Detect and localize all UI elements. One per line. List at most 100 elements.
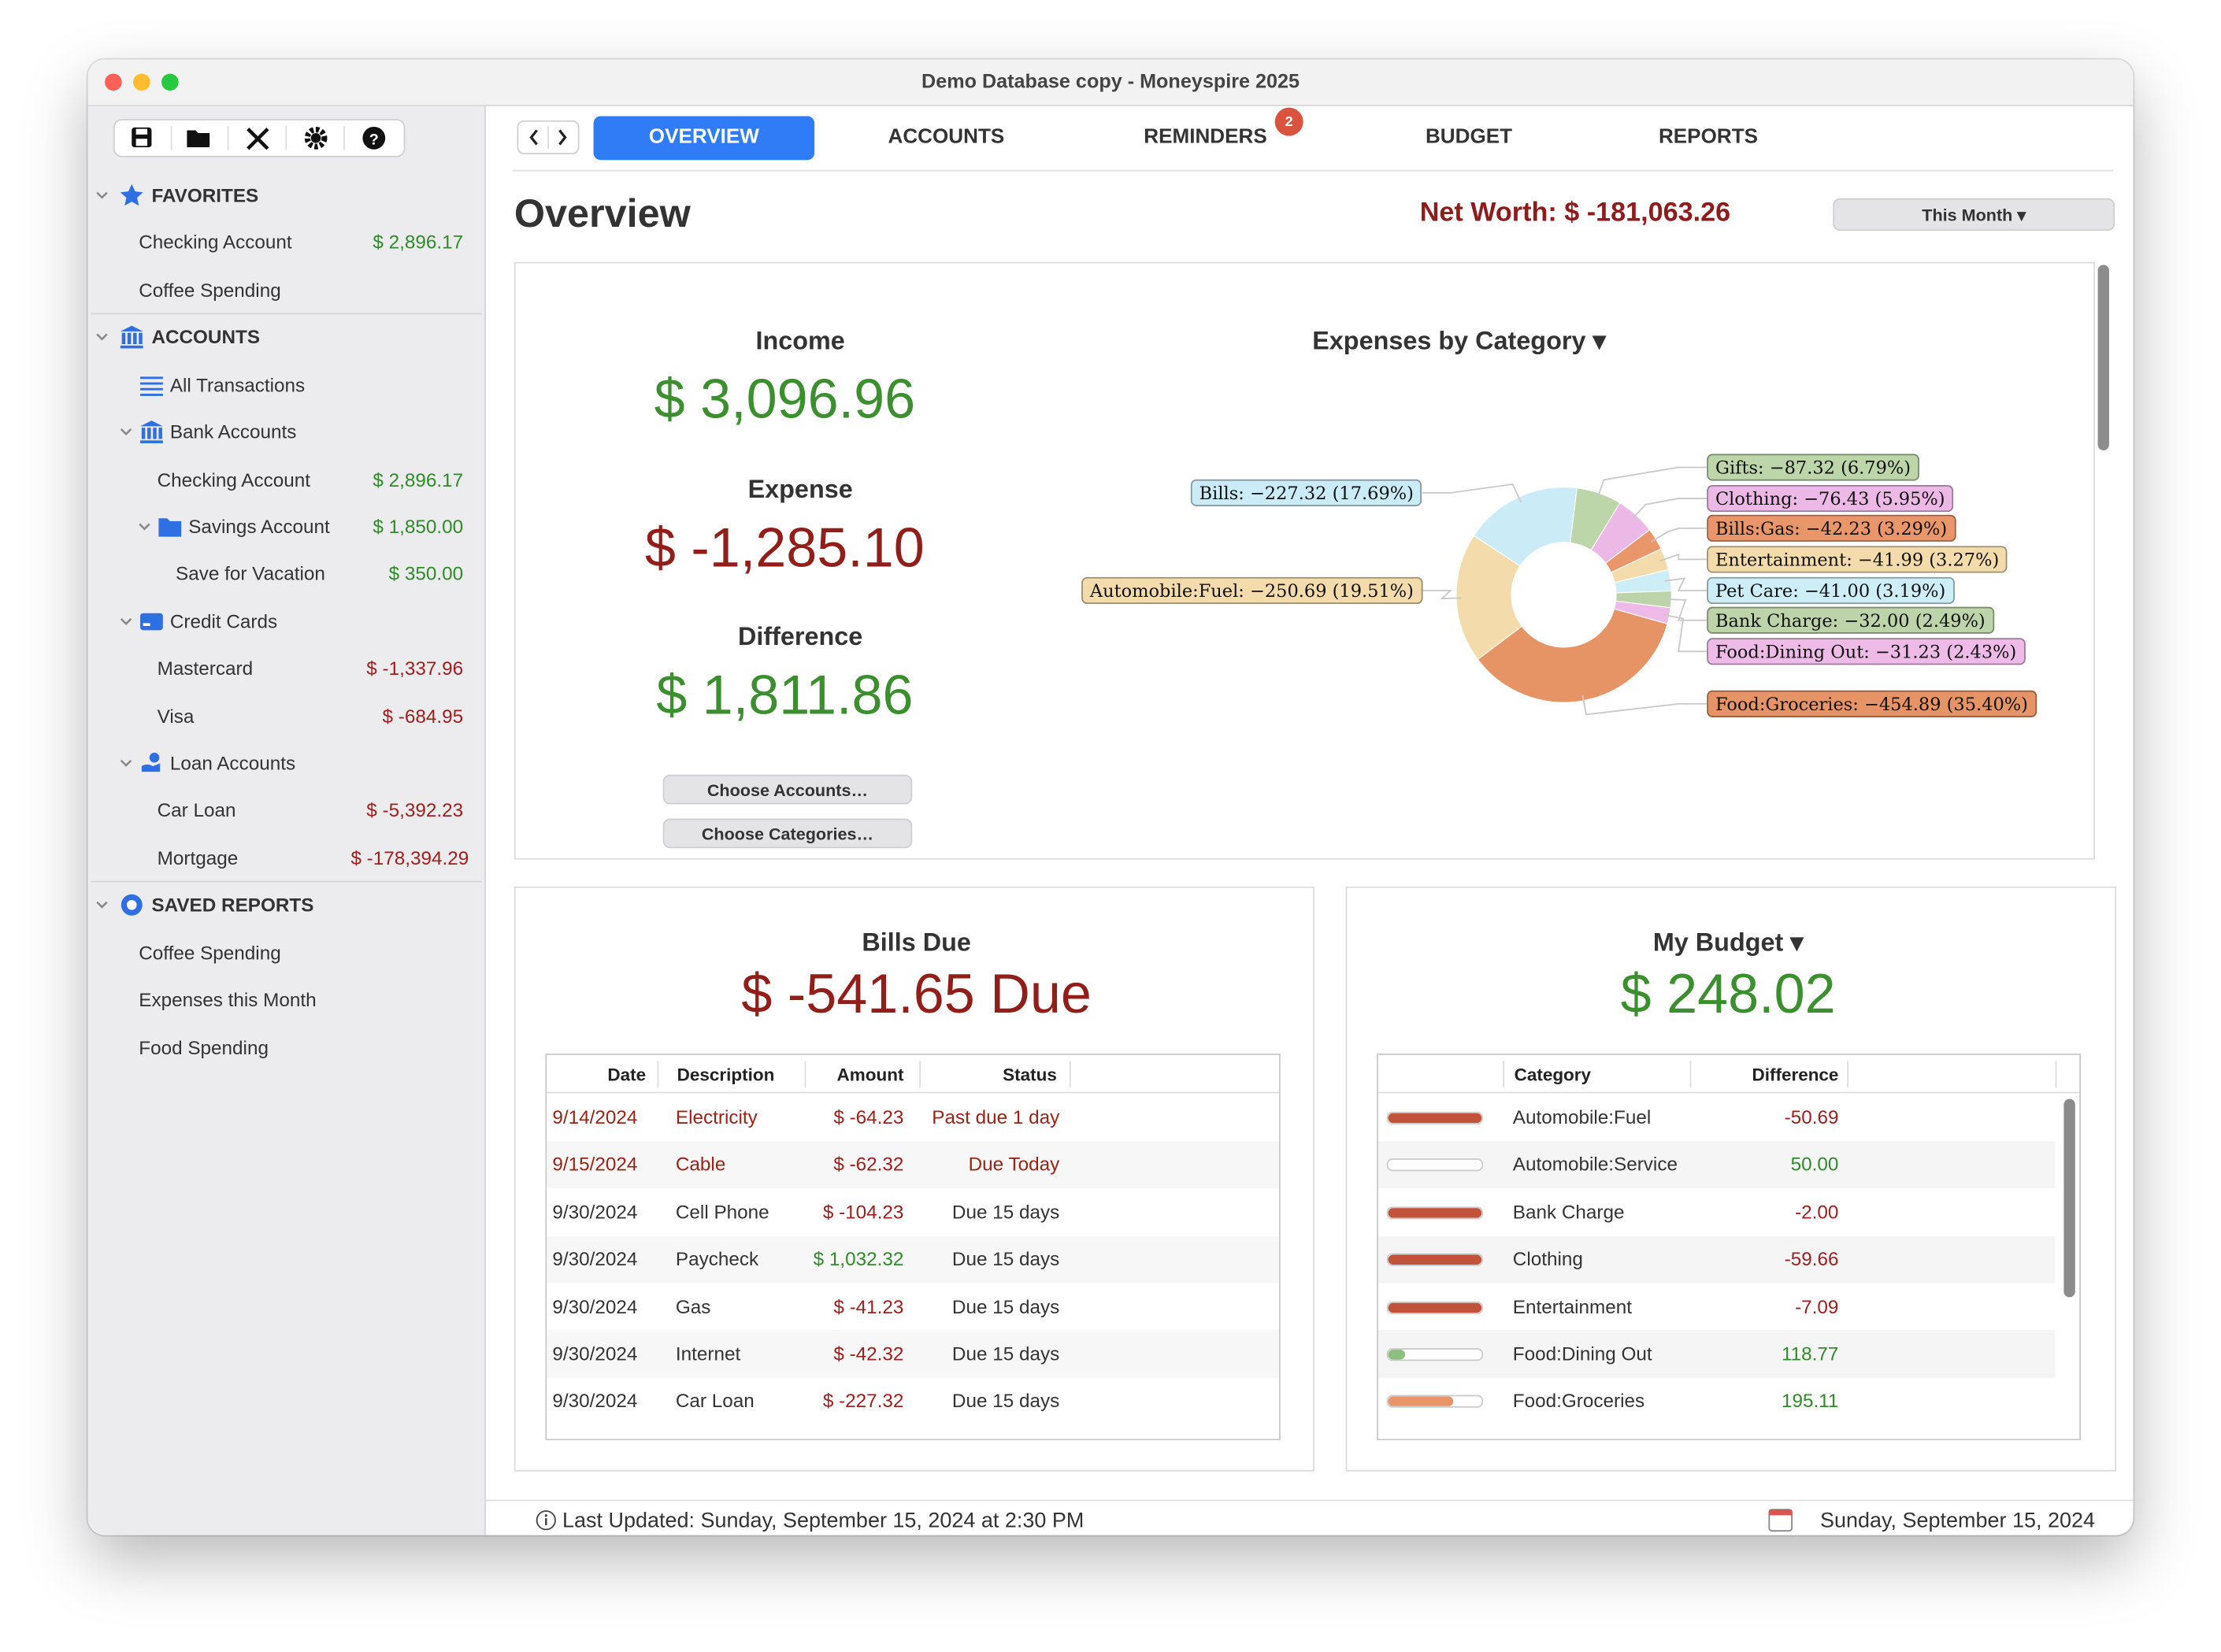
disclosure-chevron[interactable] (119, 614, 133, 628)
sidebar-item[interactable]: Credit Cards (169, 610, 278, 632)
budget-bar (1386, 1254, 1484, 1267)
net-worth: Net Worth: $ -181,063.26 (1419, 198, 1731, 228)
sidebar-amount: $ 2,896.17 (373, 469, 464, 491)
sidebar-item[interactable]: Food Spending (139, 1036, 269, 1058)
bill-cell: $ -64.23 (833, 1106, 904, 1128)
bank-icon (140, 420, 163, 444)
callout-line (1663, 613, 1707, 653)
sidebar-item[interactable]: Checking Account (139, 232, 292, 254)
callout-label: Bills:Gas: −42.23 (3.29%) (1707, 514, 1956, 542)
open-icon[interactable] (187, 130, 210, 148)
tab[interactable]: BUDGET (1425, 126, 1513, 149)
callout-line (1422, 483, 1522, 503)
sidebar-item[interactable]: Coffee Spending (139, 942, 281, 964)
callout-line (1581, 695, 1707, 716)
sidebar-divider (91, 313, 482, 315)
svg-text:?: ? (369, 131, 379, 148)
choose-categories-button[interactable]: Choose Categories… (662, 818, 913, 849)
bills-title: Bills Due (862, 928, 971, 957)
budget-bar (1386, 1158, 1484, 1172)
column-separator (657, 1061, 659, 1088)
sidebar-item[interactable]: Visa (157, 705, 195, 727)
info-icon (536, 1510, 556, 1531)
callout-label: Food:Groceries: −454.89 (35.40%) (1707, 690, 2037, 717)
donut-slice (1473, 487, 1578, 567)
period-button[interactable]: This Month ▾ (1833, 198, 2115, 232)
bill-cell: Due 15 days (951, 1295, 1060, 1317)
settings-icon[interactable] (304, 126, 328, 150)
budget-difference: -2.00 (1795, 1201, 1839, 1223)
nav-arrows[interactable] (517, 120, 580, 155)
zoom-button[interactable] (161, 73, 179, 91)
sidebar-item[interactable]: Loan Accounts (169, 752, 296, 774)
bill-cell: 9/30/2024 (552, 1390, 638, 1412)
disclosure-chevron[interactable] (95, 331, 109, 345)
budget-bar-fill (1388, 1254, 1482, 1265)
disclosure-chevron[interactable] (119, 756, 133, 770)
sidebar-item[interactable]: Car Loan (157, 800, 236, 822)
disclosure-chevron[interactable] (137, 520, 151, 534)
help-icon[interactable]: ? (362, 126, 386, 150)
bill-cell: Gas (675, 1295, 711, 1317)
column-separator (919, 1061, 921, 1088)
callout-line (1665, 598, 1707, 621)
close-button[interactable] (105, 73, 122, 91)
sidebar-item[interactable]: Expenses this Month (139, 989, 317, 1011)
bill-cell: Due 15 days (951, 1390, 1060, 1412)
tools-icon[interactable] (247, 128, 269, 150)
row-stripe (547, 1235, 1280, 1283)
budget-title[interactable]: My Budget ▾ (1652, 928, 1804, 957)
sidebar-item[interactable]: Savings Account (188, 516, 330, 538)
column-header: Description (677, 1065, 775, 1085)
scrollbar (2097, 265, 2109, 450)
save-icon[interactable] (132, 127, 152, 148)
sidebar-item[interactable]: Coffee Spending (139, 279, 281, 301)
bills-amount: $ -541.65 Due (741, 964, 1092, 1026)
header-border (1377, 1091, 2080, 1094)
disclosure-chevron[interactable] (95, 898, 109, 913)
bill-cell: 9/15/2024 (552, 1154, 638, 1176)
sidebar-item[interactable]: All Transactions (169, 374, 306, 396)
budget-category: Bank Charge (1512, 1201, 1625, 1223)
budget-difference: -50.69 (1784, 1106, 1839, 1128)
sidebar-item[interactable]: Mortgage (157, 847, 239, 869)
bill-cell: 9/30/2024 (552, 1343, 638, 1365)
row-stripe (1377, 1235, 2056, 1283)
tab[interactable]: OVERVIEW (648, 126, 759, 149)
bill-cell: 9/14/2024 (552, 1106, 638, 1128)
sidebar-item[interactable]: Mastercard (157, 657, 254, 680)
bills-table: Date Description Amount Status 9/14/2024 Elec… (545, 1054, 1281, 1441)
sidebar-section[interactable]: ACCOUNTS (151, 327, 261, 348)
tab-active-bg[interactable] (593, 116, 815, 161)
bill-cell: 9/30/2024 (552, 1295, 638, 1317)
disclosure-chevron[interactable] (119, 425, 133, 439)
choose-accounts-button[interactable]: Choose Accounts… (662, 774, 913, 805)
sidebar-item[interactable]: Save for Vacation (176, 563, 325, 585)
tab[interactable]: REMINDERS (1144, 126, 1267, 149)
tab[interactable]: REPORTS (1658, 126, 1759, 149)
budget-bar (1386, 1301, 1484, 1314)
sidebar-item[interactable]: Checking Account (157, 469, 311, 491)
overview-title: Overview (514, 191, 691, 235)
bill-cell: Due Today (968, 1154, 1060, 1176)
chart-title[interactable]: Expenses by Category ▾ (1312, 326, 1606, 355)
column-separator (2055, 1061, 2057, 1088)
sidebar-section[interactable]: FAVORITES (151, 184, 259, 206)
bill-cell: $ -62.32 (833, 1154, 904, 1176)
star-icon (120, 183, 143, 206)
bill-cell: Due 15 days (951, 1201, 1060, 1223)
sidebar-section[interactable]: SAVED REPORTS (151, 895, 314, 917)
minimize-button[interactable] (133, 73, 150, 91)
disclosure-chevron[interactable] (95, 188, 109, 202)
sidebar-amount: $ 350.00 (388, 563, 464, 585)
row-stripe (1377, 1330, 2056, 1378)
bill-cell: $ -42.32 (833, 1343, 904, 1365)
sidebar (87, 106, 486, 1535)
bill-cell: $ 1,032.32 (813, 1248, 904, 1270)
budget-category: Automobile:Fuel (1512, 1106, 1652, 1128)
budget-amount: $ 248.02 (1620, 964, 1836, 1026)
sidebar-item[interactable]: Bank Accounts (169, 421, 297, 443)
last-updated: Last Updated: Sunday, September 15, 2024… (562, 1509, 1085, 1533)
tab[interactable]: ACCOUNTS (888, 126, 1005, 149)
